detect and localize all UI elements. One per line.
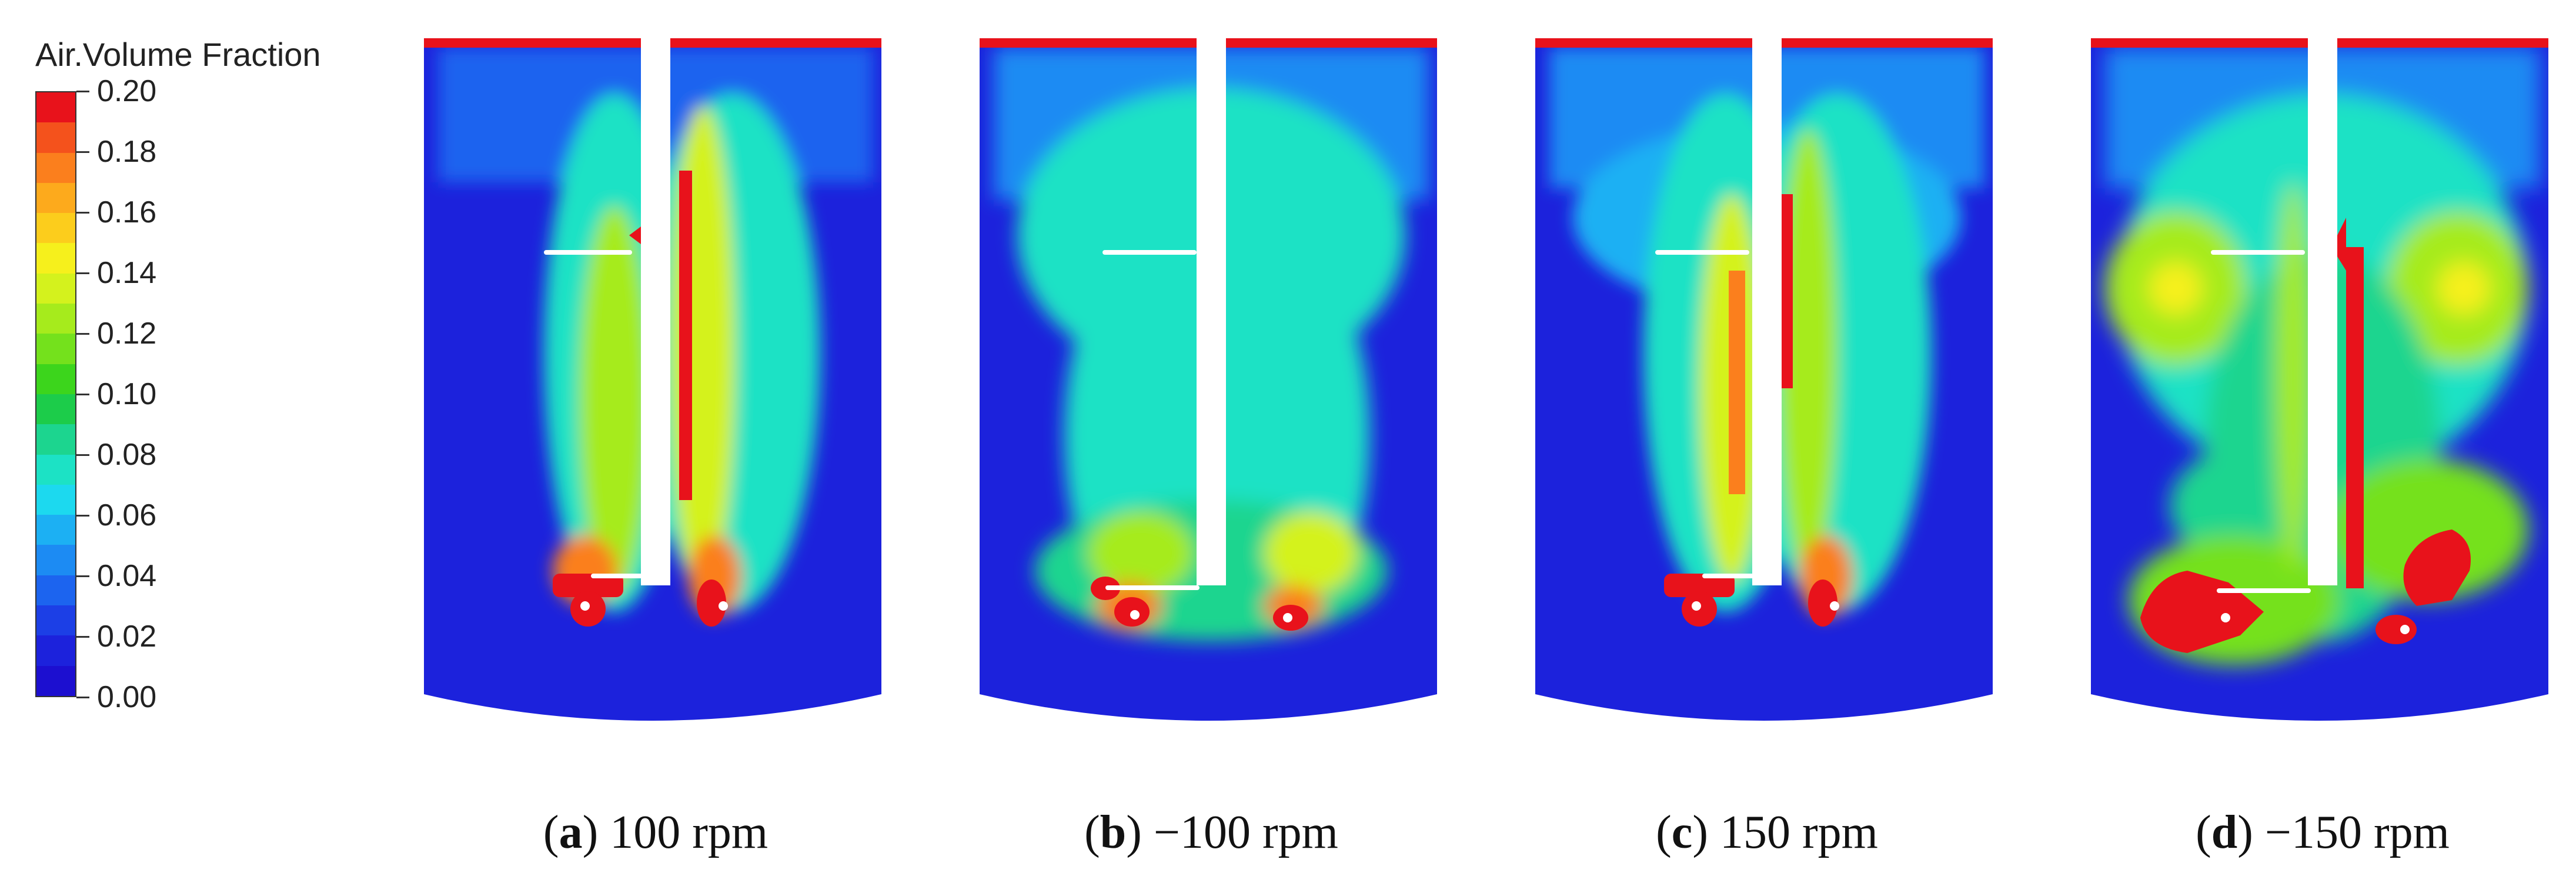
colorbar-segment [36,92,75,123]
colorbar-tick-label: 0.18 [97,135,157,169]
colorbar-legend: Air.Volume Fraction 0.20 0.18 0.16 0.14 0.12… [0,0,376,735]
colorbar-segment [36,515,75,545]
colorbar-segment [36,182,75,214]
colorbar-tick [76,272,89,274]
colorbar-segment [36,575,75,606]
colorbar [35,91,76,697]
colorbar-tick [76,515,89,517]
colorbar-segment [36,273,75,304]
colorbar-segment [36,122,75,153]
caption-d-text: −150 rpm [2253,807,2450,858]
colorbar-tick [76,212,89,214]
colorbar-segment [36,152,75,183]
panel-b [976,24,1446,735]
colorbar-segment [36,545,75,575]
colorbar-segment [36,605,75,636]
contour-plot-b [980,24,1437,721]
colorbar-tick-label: 0.10 [97,377,157,411]
caption-b-text: −100 rpm [1141,807,1338,858]
panel-d [2087,24,2558,735]
caption-d: (d) −150 rpm [2196,807,2450,858]
caption-a-text: 100 rpm [598,807,769,858]
colorbar-tick [76,91,89,92]
contour-plot-c [1535,24,1993,721]
colorbar-segment [36,304,75,334]
colorbar-segment [36,454,75,485]
colorbar-segment [36,424,75,455]
legend-title: Air.Volume Fraction [35,36,321,73]
colorbar-segment [36,484,75,515]
caption-b: (b) −100 rpm [1084,807,1338,858]
colorbar-tick-label: 0.20 [97,74,157,108]
colorbar-tick [76,454,89,456]
colorbar-tick [76,333,89,335]
colorbar-tick [76,575,89,577]
contour-plot-a [424,24,881,721]
caption-d-label: d [2211,807,2238,858]
colorbar-tick-label: 0.00 [97,680,157,714]
colorbar-tick-label: 0.14 [97,256,157,290]
colorbar-segment [36,394,75,425]
colorbar-segment [36,243,75,274]
caption-c-text: 150 rpm [1708,807,1878,858]
colorbar-tick [76,636,89,638]
panel-a [420,24,891,735]
caption-a-label: a [559,807,583,858]
colorbar-tick-label: 0.16 [97,195,157,229]
colorbar-tick-label: 0.12 [97,317,157,351]
colorbar-tick [76,697,89,698]
colorbar-tick-label: 0.02 [97,619,157,654]
caption-c-label: c [1671,807,1693,858]
colorbar-tick [76,394,89,395]
colorbar-tick-label: 0.08 [97,438,157,472]
colorbar-segment [36,213,75,244]
caption-b-label: b [1100,807,1127,858]
colorbar-tick [76,151,89,153]
caption-a: (a) 100 rpm [543,807,769,858]
colorbar-segment [36,334,75,364]
caption-c: (c) 150 rpm [1656,807,1878,858]
colorbar-segment [36,665,75,696]
panel-c [1532,24,2002,735]
colorbar-segment [36,635,75,666]
colorbar-segment [36,364,75,394]
colorbar-tick-label: 0.04 [97,559,157,593]
contour-plot-d [2091,24,2548,721]
colorbar-tick-label: 0.06 [97,498,157,532]
